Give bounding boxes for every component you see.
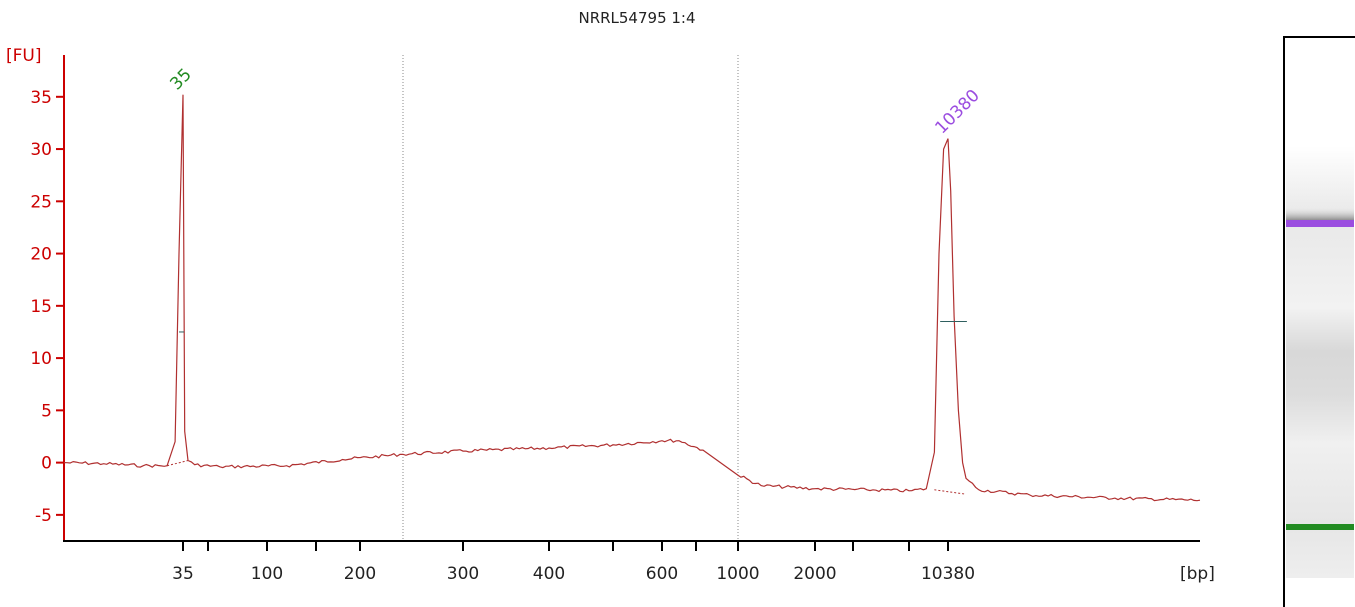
y-tick-label: 30 (30, 140, 52, 160)
gel-band-upper-marker (1286, 220, 1354, 227)
x-tick-label: 400 (533, 564, 565, 584)
gel-band-shadow (1286, 206, 1354, 220)
y-tick-label: -5 (35, 506, 52, 526)
gel-band-lower-marker (1286, 524, 1354, 530)
peak-label: 10380 (931, 86, 983, 138)
chart-title: NRRL54795 1:4 (578, 9, 695, 27)
y-tick-label: 5 (41, 401, 52, 421)
peak-label: 35 (166, 65, 195, 94)
x-tick-label: 1000 (716, 564, 759, 584)
electropherogram-trace (63, 94, 1201, 502)
x-tick-label: 600 (646, 564, 678, 584)
y-axis-label: [FU] (6, 46, 42, 66)
x-tick-label: 35 (172, 564, 194, 584)
y-tick-label: 20 (30, 245, 52, 265)
x-tick-label: 10380 (921, 564, 975, 584)
y-tick-label: 0 (41, 454, 52, 474)
y-tick-label: 10 (30, 349, 52, 369)
y-tick-label: 25 (30, 192, 52, 212)
x-tick-label: 2000 (793, 564, 836, 584)
y-tick-label: 15 (30, 297, 52, 317)
y-tick-label: 35 (30, 88, 52, 108)
gel-lane (1283, 36, 1355, 607)
x-axis-label: [bp] (1180, 564, 1215, 584)
gel-lane-background (1286, 38, 1354, 578)
peak-baseline (934, 489, 965, 495)
x-tick-label: 300 (447, 564, 479, 584)
x-tick-label: 200 (344, 564, 376, 584)
x-tick-label: 100 (251, 564, 283, 584)
peak-baseline (167, 460, 189, 467)
